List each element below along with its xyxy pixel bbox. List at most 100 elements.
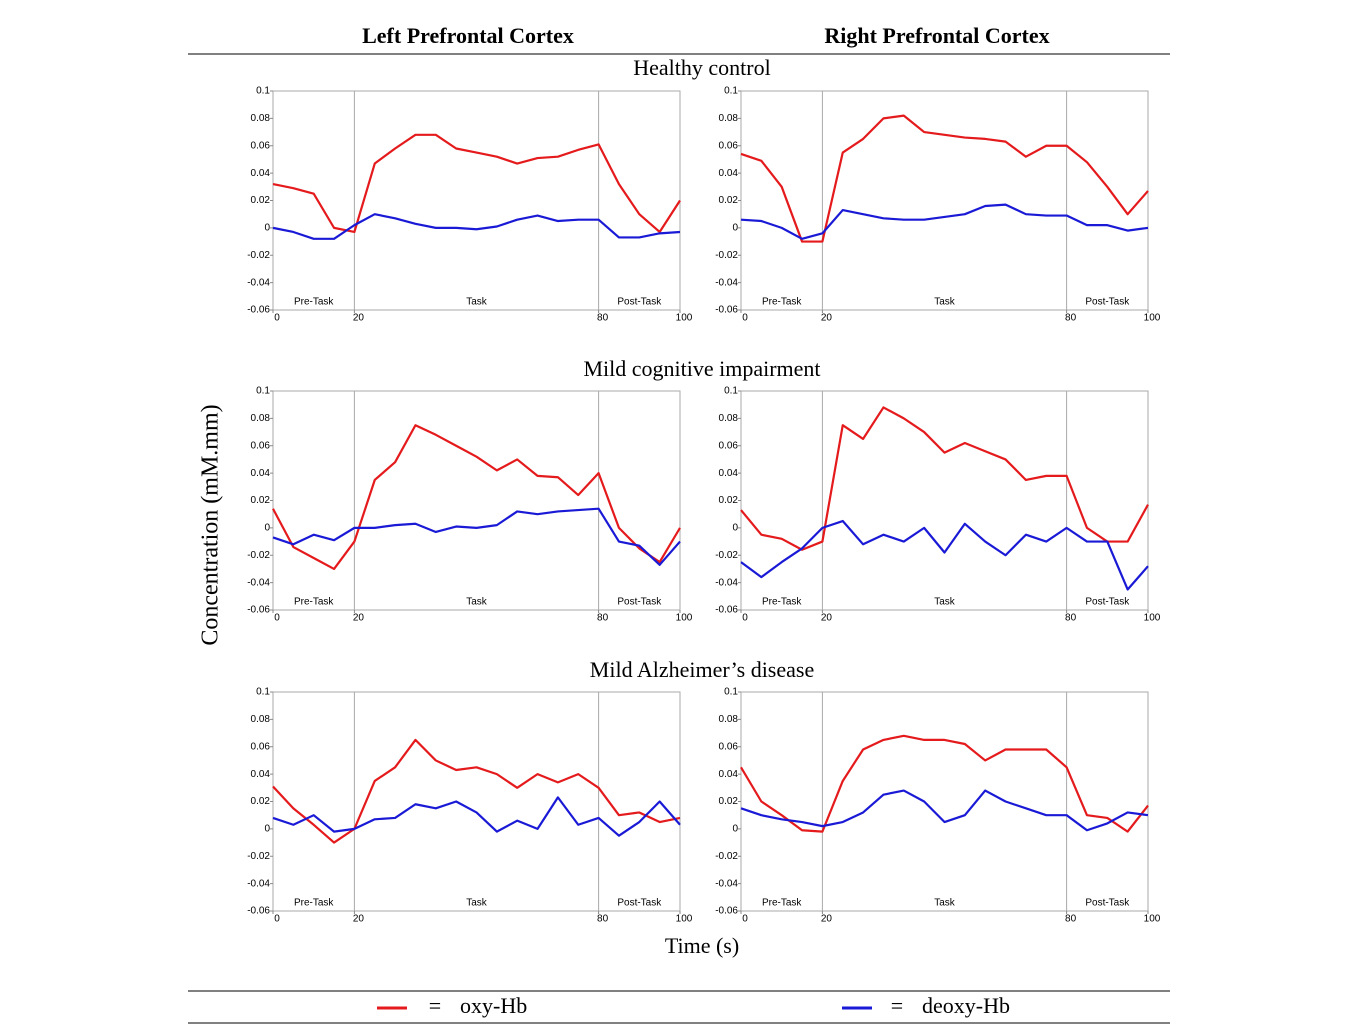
- x-tick-label: 20: [353, 313, 365, 324]
- y-tick-label: -0.04: [247, 577, 270, 588]
- y-tick-label: 0.08: [251, 113, 271, 124]
- y-tick-label: -0.04: [247, 878, 270, 889]
- x-tick-label: 20: [821, 613, 833, 624]
- legend-label: deoxy-Hb: [922, 993, 1010, 1018]
- x-tick-label: 80: [1065, 914, 1077, 925]
- x-tick-label: 0: [274, 613, 280, 624]
- x-tick-label: 100: [1144, 313, 1161, 324]
- y-tick-label: 0.06: [719, 440, 739, 451]
- x-tick-label: 100: [676, 914, 693, 925]
- y-tick-label: 0.1: [256, 386, 270, 397]
- y-tick-label: 0.04: [251, 168, 271, 179]
- phase-label: Task: [934, 597, 956, 608]
- x-tick-label: 80: [597, 613, 609, 624]
- y-tick-label: 0.08: [719, 113, 739, 124]
- y-tick-label: -0.02: [247, 851, 270, 862]
- row-title: Mild cognitive impairment: [583, 356, 820, 381]
- phase-label: Task: [466, 597, 488, 608]
- series-line: [272, 424, 681, 571]
- y-tick-label: 0: [732, 223, 738, 234]
- phase-label: Pre-Task: [762, 898, 802, 909]
- x-tick-label: 80: [597, 313, 609, 324]
- y-tick-label: -0.02: [715, 250, 738, 261]
- y-tick-label: 0.08: [251, 714, 271, 725]
- phase-label: Post-Task: [1085, 297, 1130, 308]
- y-axis-title: Concentration (mM.mm): [198, 404, 224, 645]
- y-tick-label: -0.06: [715, 305, 738, 316]
- y-tick-label: 0.04: [719, 769, 739, 780]
- plot-frame: [740, 90, 1149, 311]
- series-line: [272, 796, 681, 837]
- x-tick-label: 0: [274, 914, 280, 925]
- plot-frame: [272, 390, 681, 611]
- x-tick-label: 20: [353, 613, 365, 624]
- phase-label: Task: [466, 898, 488, 909]
- phase-label: Task: [934, 297, 956, 308]
- phase-label: Post-Task: [1085, 898, 1130, 909]
- column-title: Left Prefrontal Cortex: [362, 23, 574, 48]
- phase-label: Pre-Task: [762, 297, 802, 308]
- y-tick-label: 0: [732, 824, 738, 835]
- x-tick-label: 0: [274, 313, 280, 324]
- x-tick-label: 0: [742, 613, 748, 624]
- y-tick-label: 0.04: [251, 769, 271, 780]
- y-tick-label: 0.06: [251, 140, 271, 151]
- phase-label: Task: [466, 297, 488, 308]
- y-tick-label: 0: [732, 523, 738, 534]
- y-tick-label: 0.08: [719, 714, 739, 725]
- series-line: [272, 133, 681, 234]
- y-tick-label: -0.04: [247, 277, 270, 288]
- y-tick-label: -0.06: [247, 305, 270, 316]
- x-tick-label: 80: [597, 914, 609, 925]
- y-tick-label: 0.04: [251, 468, 271, 479]
- phase-label: Post-Task: [1085, 597, 1130, 608]
- y-tick-label: 0.06: [719, 741, 739, 752]
- y-tick-label: 0.02: [719, 195, 739, 206]
- y-tick-label: 0.04: [719, 168, 739, 179]
- series-line: [272, 738, 681, 844]
- row-title: Healthy control: [633, 55, 770, 80]
- legend-separator: =: [891, 993, 903, 1018]
- x-tick-label: 0: [742, 914, 748, 925]
- y-tick-label: 0.1: [256, 86, 270, 97]
- plot-frame: [740, 390, 1149, 611]
- phase-label: Pre-Task: [294, 898, 334, 909]
- phase-label: Pre-Task: [294, 597, 334, 608]
- y-tick-label: 0.08: [719, 413, 739, 424]
- y-tick-label: 0: [264, 223, 270, 234]
- x-tick-label: 20: [821, 914, 833, 925]
- y-tick-label: -0.06: [715, 605, 738, 616]
- series-line: [740, 406, 1149, 551]
- y-tick-label: -0.06: [247, 906, 270, 917]
- y-tick-label: 0.02: [251, 796, 271, 807]
- y-tick-label: -0.02: [247, 250, 270, 261]
- y-tick-label: 0.08: [251, 413, 271, 424]
- plot-frame: [740, 691, 1149, 912]
- x-tick-label: 100: [1144, 613, 1161, 624]
- column-title: Right Prefrontal Cortex: [824, 23, 1049, 48]
- y-tick-label: -0.04: [715, 577, 738, 588]
- y-tick-label: -0.02: [247, 550, 270, 561]
- y-tick-label: -0.02: [715, 851, 738, 862]
- y-tick-label: -0.06: [715, 906, 738, 917]
- y-tick-label: 0: [264, 523, 270, 534]
- phase-label: Pre-Task: [294, 297, 334, 308]
- x-tick-label: 100: [676, 613, 693, 624]
- x-tick-label: 100: [1144, 914, 1161, 925]
- phase-label: Post-Task: [617, 597, 662, 608]
- phase-label: Post-Task: [617, 297, 662, 308]
- y-tick-label: 0.02: [719, 796, 739, 807]
- series-line: [740, 114, 1149, 243]
- y-tick-label: 0.1: [724, 386, 738, 397]
- x-tick-label: 80: [1065, 313, 1077, 324]
- series-line: [740, 789, 1149, 832]
- series-line: [740, 734, 1149, 833]
- series-line: [272, 507, 681, 566]
- x-tick-label: 20: [353, 914, 365, 925]
- row-title: Mild Alzheimer’s disease: [590, 657, 814, 682]
- y-tick-label: -0.06: [247, 605, 270, 616]
- x-tick-label: 80: [1065, 613, 1077, 624]
- y-tick-label: 0.06: [251, 440, 271, 451]
- x-tick-label: 0: [742, 313, 748, 324]
